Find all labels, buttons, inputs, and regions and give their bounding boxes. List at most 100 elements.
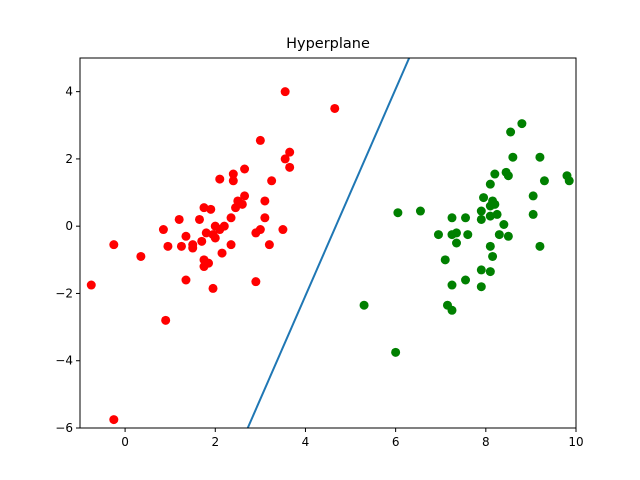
red-point <box>176 241 186 251</box>
red-point <box>86 280 96 290</box>
red-point <box>237 199 247 209</box>
red-point <box>136 251 146 261</box>
red-point <box>210 233 220 243</box>
green-point <box>393 208 403 218</box>
green-point <box>447 213 457 223</box>
red-point <box>188 243 198 253</box>
green-point <box>476 282 486 292</box>
red-point <box>240 191 250 201</box>
green-point <box>485 267 495 277</box>
red-point <box>231 203 241 213</box>
red-point <box>285 147 295 157</box>
green-point <box>440 255 450 265</box>
x-tick-label: 0 <box>121 435 129 449</box>
green-point <box>461 275 471 285</box>
green-point <box>499 220 509 229</box>
red-point <box>267 176 277 186</box>
red-point <box>251 277 261 287</box>
red-point <box>215 174 225 184</box>
red-point <box>280 154 290 164</box>
axes-frame <box>79 57 577 429</box>
red-point <box>208 283 218 293</box>
red-point <box>240 164 250 174</box>
green-point <box>508 152 518 162</box>
green-point <box>476 265 486 275</box>
red-point <box>260 196 270 206</box>
red-point <box>285 162 295 172</box>
red-point <box>163 241 173 251</box>
red-point <box>161 315 171 325</box>
red-point <box>251 228 261 238</box>
green-point <box>564 176 574 186</box>
red-point <box>330 103 340 113</box>
green-point <box>447 230 457 240</box>
red-point <box>264 240 274 250</box>
green-point <box>415 206 425 216</box>
red-point <box>228 169 238 179</box>
hyperplane-line <box>246 58 411 428</box>
green-point <box>461 213 471 223</box>
x-tick-label: 4 <box>302 435 310 449</box>
red-point <box>217 248 227 258</box>
green-point <box>485 211 495 221</box>
red-point <box>181 275 191 285</box>
red-point <box>181 231 191 241</box>
red-point <box>158 225 168 235</box>
green-point <box>528 191 538 201</box>
green-point <box>391 347 401 357</box>
green-point <box>476 206 486 216</box>
green-point <box>494 230 504 240</box>
green-point <box>535 152 545 162</box>
y-tick-label: −2 <box>55 286 73 300</box>
green-point <box>476 214 486 224</box>
y-tick-label: 2 <box>65 152 73 166</box>
red-point <box>199 262 209 272</box>
x-tick-label: 6 <box>392 435 400 449</box>
y-tick-label: 4 <box>65 85 73 99</box>
green-point <box>492 209 502 219</box>
green-point <box>535 241 545 251</box>
red-point <box>109 415 119 425</box>
red-point <box>278 225 288 235</box>
green-point <box>485 179 495 189</box>
red-point <box>174 214 184 224</box>
green-point <box>488 251 498 261</box>
red-point <box>199 203 209 213</box>
y-tick-label: −4 <box>55 354 73 368</box>
green-point <box>479 193 489 203</box>
green-point <box>463 230 473 240</box>
green-point <box>503 171 513 181</box>
red-point <box>228 176 238 186</box>
x-tick-label: 10 <box>568 435 583 449</box>
green-point <box>447 305 457 315</box>
red-point <box>201 228 211 238</box>
green-point <box>359 300 369 310</box>
y-tick-label: −6 <box>55 421 73 435</box>
red-point <box>194 214 204 224</box>
green-point <box>503 231 513 241</box>
green-point <box>506 127 516 137</box>
plot-area: 0 2 4 6 8 10 −6 −4 −2 0 2 4 <box>55 57 584 449</box>
green-point <box>517 119 527 129</box>
red-point <box>197 236 207 246</box>
green-point <box>485 241 495 251</box>
green-point <box>447 280 457 290</box>
red-point <box>280 87 290 97</box>
green-point <box>433 230 443 240</box>
red-point <box>226 240 236 250</box>
red-point <box>226 213 236 223</box>
green-point <box>452 238 462 248</box>
green-point <box>485 201 495 211</box>
red-point <box>260 213 270 223</box>
x-tick-label: 8 <box>482 435 490 449</box>
y-tick-label: 0 <box>65 219 73 233</box>
red-point <box>109 240 119 250</box>
x-tick-label: 2 <box>211 435 219 449</box>
red-point <box>206 204 216 214</box>
green-point <box>528 209 538 219</box>
chart-title: Hyperplane <box>286 36 370 52</box>
red-point <box>215 225 225 235</box>
green-point <box>539 176 549 186</box>
red-point <box>255 135 265 145</box>
